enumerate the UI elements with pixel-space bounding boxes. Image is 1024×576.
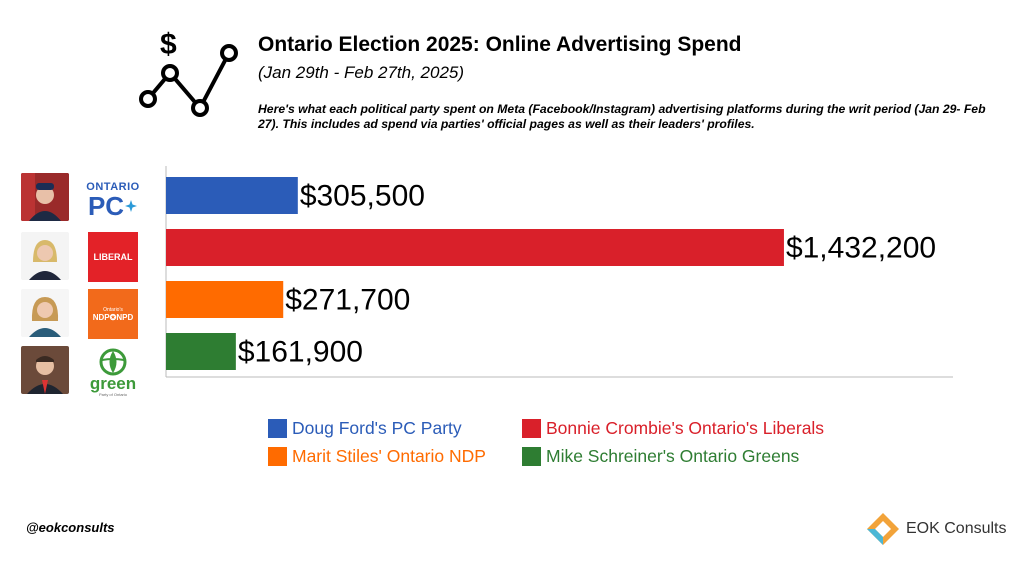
legend-item-pc: Doug Ford's PC Party bbox=[268, 418, 462, 439]
bar-liberal bbox=[166, 229, 784, 266]
ndp-party-logo: Ontario's NDP✪NPD bbox=[88, 289, 138, 339]
legend-label-ndp: Marit Stiles' Ontario NDP bbox=[292, 446, 486, 466]
page-title: Ontario Election 2025: Online Advertisin… bbox=[258, 33, 742, 56]
leader-photo-schreiner bbox=[21, 346, 69, 394]
svg-text:$: $ bbox=[160, 28, 177, 61]
page-subtitle: (Jan 29th - Feb 27th, 2025) bbox=[258, 63, 465, 82]
bar-value-label-ndp: $271,700 bbox=[285, 284, 410, 317]
legend-item-green: Mike Schreiner's Ontario Greens bbox=[522, 446, 799, 467]
bar-pc bbox=[166, 177, 298, 214]
pc-logo-line1: ONTARIO bbox=[86, 181, 140, 193]
pc-logo-mark: PC bbox=[88, 193, 138, 219]
bar-value-label-liberal: $1,432,200 bbox=[786, 232, 936, 265]
green-logo-text: green bbox=[89, 373, 137, 393]
legend-item-ndp: Marit Stiles' Ontario NDP bbox=[268, 446, 486, 467]
green-logo-small: Party of Ontario bbox=[98, 391, 127, 397]
pc-party-logo: ONTARIO PC bbox=[86, 174, 140, 226]
bar-ndp bbox=[166, 281, 284, 318]
bar-value-label-pc: $305,500 bbox=[300, 180, 425, 213]
dollar-trend-icon: $ bbox=[139, 28, 238, 117]
legend-label-pc: Doug Ford's PC Party bbox=[292, 418, 462, 438]
legend-label-liberal: Bonnie Crombie's Ontario's Liberals bbox=[546, 418, 825, 438]
green-party-logo: green Party of Ontario bbox=[86, 344, 140, 400]
leader-photo-ford bbox=[21, 173, 69, 221]
liberal-logo-text: LIBERAL bbox=[93, 252, 133, 262]
legend-swatch-liberal bbox=[522, 419, 541, 438]
brand-name: EOK Consults bbox=[906, 520, 1007, 537]
legend-item-liberal: Bonnie Crombie's Ontario's Liberals bbox=[522, 418, 824, 439]
bar-value-label-green: $161,900 bbox=[238, 336, 363, 369]
trillium-icon bbox=[125, 200, 138, 212]
pc-logo-line2: PC bbox=[87, 191, 125, 221]
legend-label-green: Mike Schreiner's Ontario Greens bbox=[546, 446, 800, 466]
leader-photo-crombie bbox=[21, 232, 69, 280]
legend-swatch-green bbox=[522, 447, 541, 466]
social-handle: @eokconsults bbox=[26, 520, 115, 535]
legend-swatch-ndp bbox=[268, 447, 287, 466]
ndp-logo-small: Ontario's bbox=[103, 306, 123, 313]
brand-logo: EOK Consults bbox=[866, 512, 1006, 546]
bar-green bbox=[166, 333, 236, 370]
ndp-logo-text: NDP✪NPD bbox=[92, 312, 134, 322]
green-leaf-icon bbox=[99, 348, 127, 375]
description: Here's what each political party spent o… bbox=[258, 102, 986, 131]
liberal-party-logo: LIBERAL bbox=[88, 232, 138, 282]
eok-diamond-icon bbox=[867, 513, 899, 545]
legend-swatch-pc bbox=[268, 419, 287, 438]
leader-photo-stiles bbox=[21, 289, 69, 337]
